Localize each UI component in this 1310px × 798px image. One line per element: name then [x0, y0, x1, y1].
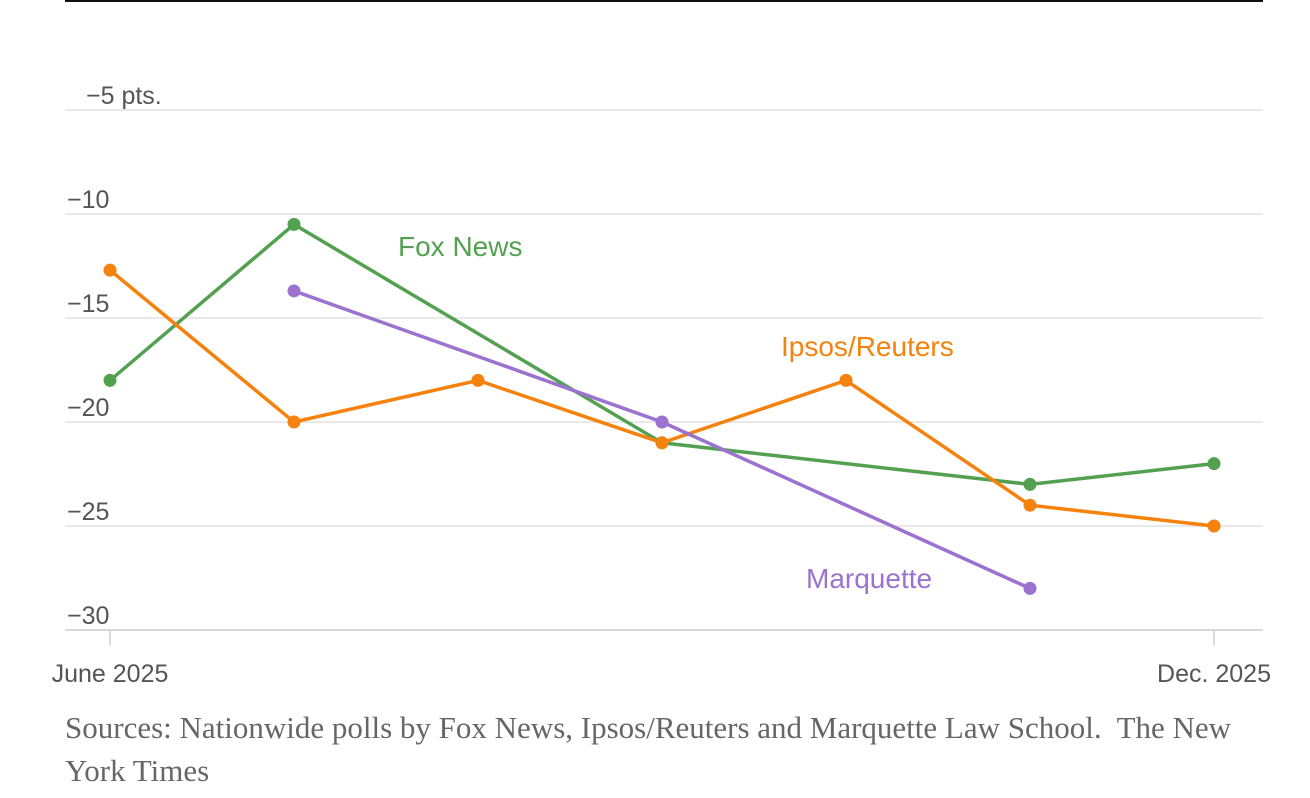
y-tick-label: −25	[67, 498, 109, 526]
point	[1023, 498, 1037, 512]
point	[655, 436, 669, 450]
y-tick-label: −10	[67, 186, 109, 214]
point	[655, 415, 669, 429]
source: Sources: Nationwide polls by Fox News, I…	[65, 710, 1102, 745]
point	[287, 217, 301, 231]
point	[287, 415, 301, 429]
point	[1207, 519, 1221, 533]
point	[1023, 477, 1037, 491]
y-tick-label: −20	[67, 394, 109, 422]
point	[103, 373, 117, 387]
point	[287, 284, 301, 298]
point	[1023, 581, 1037, 595]
x-tick-label: Dec. 2025	[1157, 660, 1271, 688]
series-line	[108, 268, 1215, 528]
point	[471, 373, 485, 387]
point	[1207, 457, 1221, 471]
series-label: Ipsos/Reuters	[781, 331, 954, 362]
chart: −5 pts. −10 −15 −20 −25 −30 June 2025 Dec. 2025…	[52, 0, 1271, 688]
point	[103, 263, 117, 277]
series-label: Marquette	[806, 563, 932, 594]
series-label: Fox News	[398, 231, 522, 262]
y-tick-label: −30	[67, 602, 109, 630]
y-tick-label: −5 pts.	[86, 82, 162, 110]
credit: The New York Times	[65, 710, 1232, 788]
point	[839, 373, 853, 387]
y-tick-label: −15	[67, 290, 109, 318]
x-tick-label: June 2025	[52, 660, 169, 688]
source-note: Sources: Nationwide polls by Fox News, I…	[65, 706, 1265, 792]
